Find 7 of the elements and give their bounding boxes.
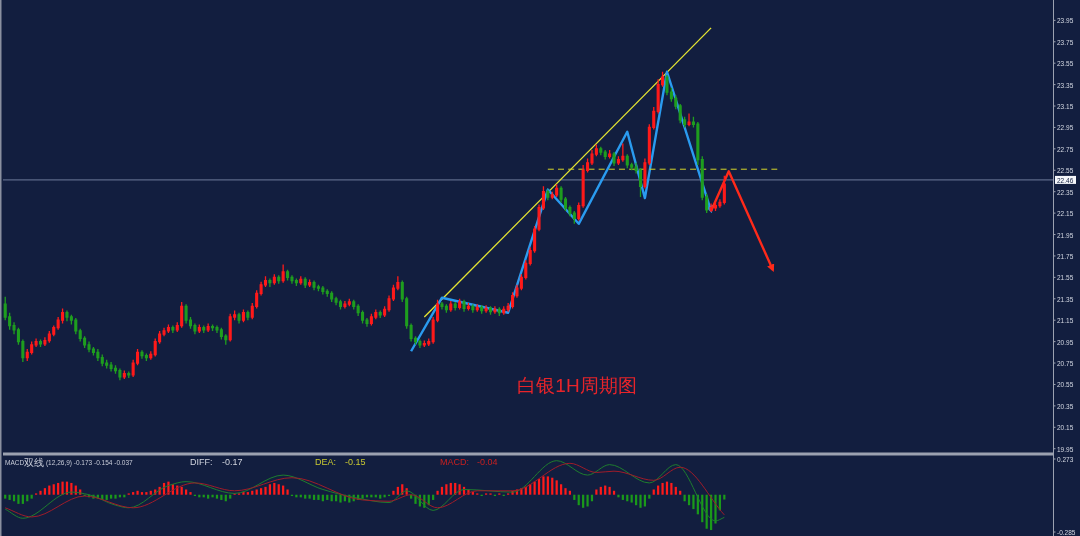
annotation: DEA:: [315, 457, 337, 467]
annotation: MACD:: [440, 457, 469, 467]
annotation: -0.04: [477, 457, 498, 467]
annotation: DIFF:: [190, 457, 213, 467]
annotation: -0.15: [345, 457, 366, 467]
annotation: -0.17: [222, 457, 243, 467]
text: 白银1H周期图: [517, 374, 637, 396]
